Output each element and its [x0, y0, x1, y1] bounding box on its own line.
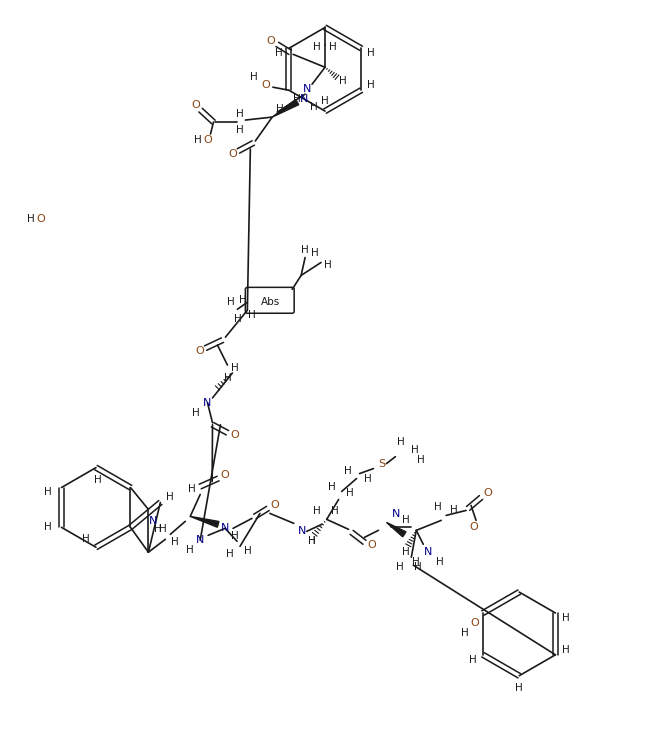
Polygon shape: [272, 100, 299, 117]
Text: N: N: [203, 398, 211, 408]
Text: H: H: [231, 363, 238, 373]
Text: H: H: [223, 373, 231, 383]
Text: H: H: [367, 80, 375, 90]
Text: H: H: [328, 481, 336, 492]
Text: N: N: [297, 526, 306, 536]
Text: H: H: [244, 546, 252, 557]
Text: O: O: [221, 469, 229, 480]
Text: O: O: [261, 80, 270, 90]
Text: H: H: [412, 445, 419, 454]
Text: O: O: [203, 135, 212, 145]
Text: N: N: [300, 94, 309, 104]
Text: H: H: [308, 536, 316, 546]
Text: H: H: [226, 549, 234, 559]
Text: N: N: [221, 523, 229, 533]
Text: O: O: [230, 430, 239, 440]
Text: H: H: [321, 96, 329, 106]
Text: H: H: [235, 125, 243, 135]
Text: H: H: [434, 502, 442, 513]
Text: O: O: [228, 149, 237, 159]
Text: N: N: [196, 536, 204, 545]
Text: H: H: [44, 487, 51, 498]
Text: H: H: [160, 524, 167, 534]
Polygon shape: [190, 516, 219, 527]
Text: H: H: [231, 531, 239, 542]
Text: H: H: [412, 557, 420, 567]
Text: H: H: [398, 437, 405, 447]
Text: H: H: [346, 489, 353, 498]
Text: H: H: [186, 545, 194, 555]
Text: H: H: [402, 548, 410, 557]
Text: H: H: [402, 516, 410, 525]
Text: H: H: [462, 628, 469, 638]
Text: H: H: [308, 536, 316, 546]
Text: H: H: [27, 214, 35, 223]
Text: H: H: [414, 562, 422, 572]
Text: S: S: [378, 459, 385, 469]
Text: O: O: [469, 522, 478, 533]
Text: H: H: [94, 475, 102, 484]
Text: H: H: [367, 48, 375, 58]
Text: H: H: [450, 505, 458, 516]
Text: H: H: [82, 534, 90, 545]
Text: H: H: [192, 408, 200, 418]
Text: O: O: [196, 346, 204, 356]
Text: H: H: [227, 297, 234, 307]
Text: H: H: [324, 261, 332, 270]
Text: N: N: [392, 510, 400, 519]
Text: H: H: [469, 655, 477, 665]
Text: H: H: [313, 42, 321, 52]
Text: O: O: [483, 489, 492, 498]
Text: N: N: [303, 84, 311, 94]
Text: H: H: [339, 76, 347, 86]
Text: H: H: [311, 247, 319, 258]
Text: H: H: [515, 682, 523, 693]
Text: O: O: [192, 100, 200, 110]
Text: O: O: [266, 37, 275, 46]
Text: H: H: [344, 466, 352, 475]
Text: H: H: [235, 109, 243, 119]
Text: H: H: [301, 244, 309, 255]
Text: H: H: [239, 295, 246, 305]
Text: H: H: [364, 474, 371, 484]
Text: O: O: [471, 618, 479, 628]
Text: H: H: [194, 135, 201, 145]
Text: H: H: [313, 507, 321, 516]
Text: H: H: [293, 94, 301, 104]
Text: O: O: [367, 540, 376, 551]
Text: H: H: [329, 42, 337, 52]
FancyBboxPatch shape: [245, 288, 294, 313]
Text: H: H: [188, 484, 196, 493]
Text: H: H: [310, 102, 318, 112]
Text: H: H: [249, 310, 256, 320]
Text: H: H: [561, 645, 569, 655]
Text: H: H: [250, 72, 258, 82]
Text: H: H: [436, 557, 444, 567]
Text: H: H: [154, 524, 162, 534]
Text: Abs: Abs: [261, 297, 280, 307]
Text: H: H: [561, 613, 569, 623]
Text: H: H: [44, 522, 51, 533]
Text: H: H: [172, 537, 179, 548]
Text: H: H: [275, 48, 283, 58]
Text: H: H: [331, 507, 338, 516]
Text: N: N: [149, 516, 158, 527]
Text: H: H: [396, 562, 404, 572]
Text: N: N: [424, 548, 432, 557]
Text: O: O: [37, 214, 46, 223]
Text: H: H: [418, 454, 425, 465]
Text: H: H: [233, 314, 241, 324]
Polygon shape: [386, 522, 406, 537]
Text: O: O: [271, 501, 279, 510]
Text: H: H: [277, 104, 284, 114]
Text: H: H: [166, 492, 174, 502]
